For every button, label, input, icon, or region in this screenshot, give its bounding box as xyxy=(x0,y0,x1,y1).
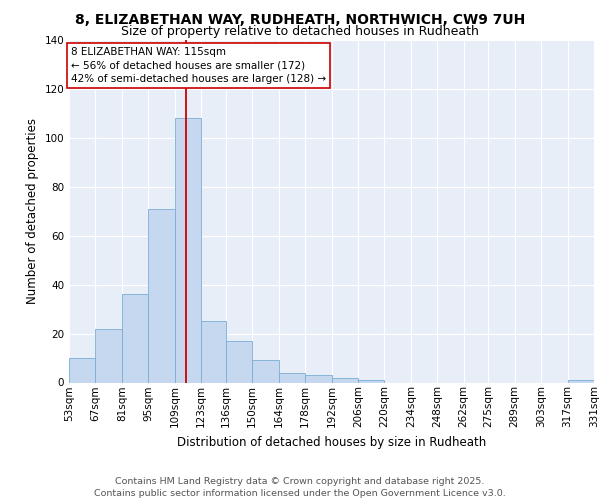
Bar xyxy=(252,360,278,382)
Text: Contains HM Land Registry data © Crown copyright and database right 2025.
Contai: Contains HM Land Registry data © Crown c… xyxy=(94,476,506,498)
Bar xyxy=(148,209,175,382)
Bar xyxy=(358,380,385,382)
Text: 8 ELIZABETHAN WAY: 115sqm
← 56% of detached houses are smaller (172)
42% of semi: 8 ELIZABETHAN WAY: 115sqm ← 56% of detac… xyxy=(71,48,326,84)
Bar xyxy=(568,380,594,382)
Bar xyxy=(331,378,358,382)
Bar xyxy=(122,294,148,382)
Bar xyxy=(278,372,305,382)
Bar xyxy=(95,328,122,382)
Bar xyxy=(226,341,252,382)
Text: Size of property relative to detached houses in Rudheath: Size of property relative to detached ho… xyxy=(121,25,479,38)
Bar xyxy=(175,118,201,382)
Y-axis label: Number of detached properties: Number of detached properties xyxy=(26,118,39,304)
Bar xyxy=(201,322,226,382)
Bar xyxy=(305,375,332,382)
Text: 8, ELIZABETHAN WAY, RUDHEATH, NORTHWICH, CW9 7UH: 8, ELIZABETHAN WAY, RUDHEATH, NORTHWICH,… xyxy=(75,12,525,26)
Bar xyxy=(69,358,95,382)
X-axis label: Distribution of detached houses by size in Rudheath: Distribution of detached houses by size … xyxy=(177,436,486,448)
